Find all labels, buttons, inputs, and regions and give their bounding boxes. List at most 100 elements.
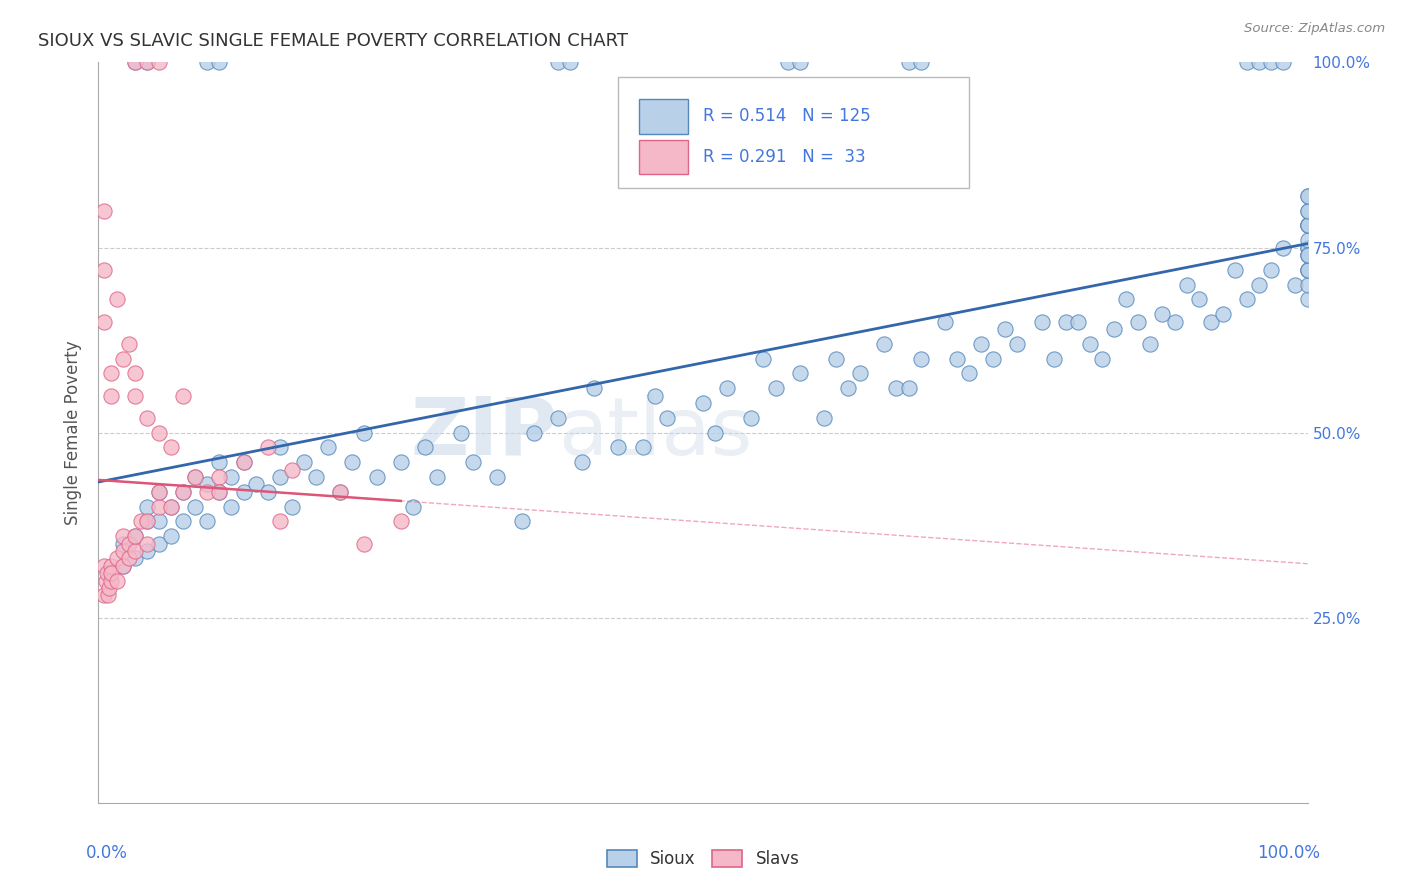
Point bbox=[342, 455, 364, 469]
Point bbox=[100, 388, 122, 402]
Point bbox=[1296, 293, 1319, 307]
Point bbox=[873, 336, 896, 351]
Point bbox=[148, 425, 170, 440]
Point bbox=[353, 536, 375, 550]
Point bbox=[450, 425, 472, 440]
Point bbox=[221, 470, 243, 484]
Point bbox=[195, 515, 218, 529]
Point bbox=[135, 500, 157, 514]
Point bbox=[208, 484, 231, 499]
Point bbox=[96, 566, 118, 581]
Text: R = 0.291   N =  33: R = 0.291 N = 33 bbox=[703, 148, 866, 166]
Point bbox=[124, 544, 146, 558]
Point bbox=[1128, 314, 1150, 328]
Point bbox=[269, 515, 291, 529]
Point bbox=[208, 484, 231, 499]
Point bbox=[1042, 351, 1064, 366]
Point bbox=[172, 484, 194, 499]
Point bbox=[269, 470, 291, 484]
Point bbox=[692, 396, 714, 410]
Point bbox=[195, 55, 218, 70]
Point bbox=[558, 55, 581, 70]
Point bbox=[1296, 248, 1319, 262]
Point bbox=[1163, 314, 1185, 328]
Point bbox=[1296, 248, 1319, 262]
Point bbox=[232, 484, 254, 499]
Point bbox=[135, 55, 157, 70]
Point bbox=[631, 441, 654, 455]
Point bbox=[837, 381, 859, 395]
Point bbox=[97, 589, 120, 603]
Point bbox=[389, 455, 412, 469]
Point bbox=[160, 441, 183, 455]
Text: SIOUX VS SLAVIC SINGLE FEMALE POVERTY CORRELATION CHART: SIOUX VS SLAVIC SINGLE FEMALE POVERTY CO… bbox=[38, 32, 628, 50]
Point bbox=[135, 515, 157, 529]
Point bbox=[124, 367, 146, 381]
Point bbox=[789, 55, 811, 70]
Point bbox=[135, 55, 157, 70]
Point bbox=[148, 55, 170, 70]
Point bbox=[366, 470, 388, 484]
Point bbox=[160, 500, 183, 514]
Text: Source: ZipAtlas.com: Source: ZipAtlas.com bbox=[1244, 22, 1385, 36]
Point bbox=[463, 455, 485, 469]
Point bbox=[910, 55, 932, 70]
Point bbox=[1296, 219, 1319, 233]
Text: R = 0.514   N = 125: R = 0.514 N = 125 bbox=[703, 108, 870, 126]
Point bbox=[1078, 336, 1101, 351]
Point bbox=[208, 470, 231, 484]
Point bbox=[1091, 351, 1114, 366]
Point bbox=[1031, 314, 1053, 328]
Point bbox=[94, 574, 117, 588]
Point bbox=[1102, 322, 1125, 336]
Point bbox=[100, 558, 122, 573]
Point bbox=[413, 441, 436, 455]
Point bbox=[716, 381, 738, 395]
FancyBboxPatch shape bbox=[638, 140, 689, 174]
Point bbox=[118, 551, 141, 566]
Point bbox=[1188, 293, 1211, 307]
Point bbox=[402, 500, 425, 514]
Point bbox=[135, 515, 157, 529]
Point bbox=[353, 425, 375, 440]
Point bbox=[1067, 314, 1090, 328]
Point bbox=[93, 203, 115, 218]
Point bbox=[135, 410, 157, 425]
Point bbox=[148, 484, 170, 499]
Point bbox=[100, 367, 122, 381]
Point bbox=[184, 470, 207, 484]
Point bbox=[740, 410, 762, 425]
Point bbox=[160, 529, 183, 543]
Point bbox=[1007, 336, 1029, 351]
Point bbox=[1296, 262, 1319, 277]
Text: 100.0%: 100.0% bbox=[1257, 844, 1320, 862]
Point bbox=[655, 410, 678, 425]
Point bbox=[124, 388, 146, 402]
Point bbox=[1152, 307, 1174, 321]
Point bbox=[897, 55, 920, 70]
Text: atlas: atlas bbox=[558, 393, 752, 472]
Point bbox=[124, 55, 146, 70]
Point bbox=[305, 470, 328, 484]
Text: 0.0%: 0.0% bbox=[86, 844, 128, 862]
Point bbox=[329, 484, 352, 499]
Point bbox=[135, 536, 157, 550]
Point bbox=[486, 470, 509, 484]
Point bbox=[93, 558, 115, 573]
Point bbox=[93, 314, 115, 328]
Point bbox=[100, 566, 122, 581]
Point bbox=[1284, 277, 1306, 292]
Point bbox=[292, 455, 315, 469]
Point bbox=[426, 470, 449, 484]
Point bbox=[994, 322, 1017, 336]
Point bbox=[1296, 219, 1319, 233]
Point bbox=[232, 455, 254, 469]
Point bbox=[124, 529, 146, 543]
Point bbox=[329, 484, 352, 499]
Point bbox=[1260, 262, 1282, 277]
Point bbox=[316, 441, 339, 455]
Y-axis label: Single Female Poverty: Single Female Poverty bbox=[65, 341, 83, 524]
Point bbox=[886, 381, 908, 395]
Point bbox=[1296, 188, 1319, 202]
Point bbox=[547, 410, 569, 425]
